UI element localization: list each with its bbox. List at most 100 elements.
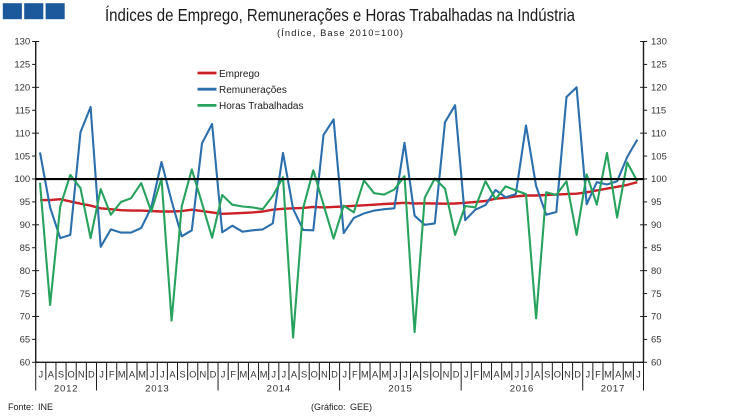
svg-text:80: 80 bbox=[651, 266, 662, 277]
svg-text:S: S bbox=[544, 370, 550, 380]
svg-text:115: 115 bbox=[15, 105, 30, 116]
svg-text:100: 100 bbox=[14, 174, 30, 185]
svg-text:J: J bbox=[403, 370, 408, 380]
svg-text:A: A bbox=[372, 370, 379, 380]
svg-text:J: J bbox=[636, 370, 641, 380]
svg-text:130: 130 bbox=[14, 37, 30, 48]
svg-text:2012: 2012 bbox=[54, 384, 78, 395]
svg-text:D: D bbox=[453, 370, 460, 380]
svg-text:M: M bbox=[361, 370, 369, 380]
svg-text:115: 115 bbox=[651, 105, 666, 116]
svg-text:M: M bbox=[118, 370, 126, 380]
svg-text:N: N bbox=[443, 370, 450, 380]
svg-text:S: S bbox=[179, 370, 185, 380]
svg-text:70: 70 bbox=[651, 312, 662, 323]
svg-text:75: 75 bbox=[20, 289, 31, 300]
svg-text:F: F bbox=[474, 370, 480, 380]
svg-text:2016: 2016 bbox=[510, 384, 534, 395]
svg-text:D: D bbox=[88, 370, 95, 380]
svg-text:A: A bbox=[534, 370, 541, 380]
svg-text:M: M bbox=[483, 370, 491, 380]
svg-text:2014: 2014 bbox=[267, 384, 291, 395]
svg-text:A: A bbox=[129, 370, 136, 380]
svg-text:M: M bbox=[381, 370, 389, 380]
svg-text:O: O bbox=[189, 370, 196, 380]
svg-text:J: J bbox=[99, 370, 104, 380]
svg-text:J: J bbox=[393, 370, 398, 380]
svg-text:2013: 2013 bbox=[145, 384, 169, 395]
svg-text:60: 60 bbox=[20, 358, 31, 369]
svg-text:O: O bbox=[68, 370, 75, 380]
svg-text:N: N bbox=[78, 370, 85, 380]
svg-text:N: N bbox=[321, 370, 328, 380]
svg-text:Remunerações: Remunerações bbox=[219, 85, 287, 96]
svg-text:110: 110 bbox=[15, 128, 30, 139]
svg-text:J: J bbox=[150, 370, 155, 380]
svg-text:M: M bbox=[604, 370, 612, 380]
svg-text:(Gráfico: GEE): (Gráfico: GEE) bbox=[311, 402, 372, 412]
svg-text:J: J bbox=[585, 370, 590, 380]
svg-text:M: M bbox=[138, 370, 146, 380]
svg-text:110: 110 bbox=[651, 128, 666, 139]
svg-text:F: F bbox=[109, 370, 115, 380]
svg-text:J: J bbox=[525, 370, 530, 380]
svg-text:2015: 2015 bbox=[388, 384, 412, 395]
svg-text:M: M bbox=[624, 370, 632, 380]
svg-text:A: A bbox=[250, 370, 257, 380]
svg-text:2017: 2017 bbox=[601, 384, 625, 395]
svg-text:J: J bbox=[38, 370, 43, 380]
svg-text:S: S bbox=[301, 370, 307, 380]
svg-text:Fonte: INE: Fonte: INE bbox=[8, 402, 53, 412]
svg-text:130: 130 bbox=[651, 37, 667, 48]
svg-text:D: D bbox=[574, 370, 581, 380]
svg-text:60: 60 bbox=[651, 358, 662, 369]
svg-text:105: 105 bbox=[14, 151, 30, 162]
svg-text:85: 85 bbox=[651, 243, 662, 254]
svg-text:M: M bbox=[503, 370, 511, 380]
svg-text:Horas Trabalhadas: Horas Trabalhadas bbox=[219, 101, 304, 112]
svg-text:M: M bbox=[239, 370, 247, 380]
svg-text:125: 125 bbox=[651, 60, 667, 71]
svg-text:A: A bbox=[412, 370, 419, 380]
svg-text:J: J bbox=[271, 370, 276, 380]
svg-text:A: A bbox=[494, 370, 501, 380]
svg-text:120: 120 bbox=[651, 83, 667, 94]
svg-text:Índices de Emprego, Remuneraçõ: Índices de Emprego, Remunerações e Horas… bbox=[105, 5, 575, 25]
svg-text:105: 105 bbox=[651, 151, 667, 162]
svg-text:90: 90 bbox=[651, 220, 662, 231]
svg-text:N: N bbox=[564, 370, 571, 380]
svg-text:D: D bbox=[210, 370, 217, 380]
svg-text:85: 85 bbox=[20, 243, 31, 254]
svg-text:J: J bbox=[515, 370, 520, 380]
svg-text:95: 95 bbox=[20, 197, 31, 208]
svg-text:N: N bbox=[199, 370, 206, 380]
svg-text:90: 90 bbox=[20, 220, 31, 231]
svg-text:F: F bbox=[230, 370, 236, 380]
svg-text:F: F bbox=[352, 370, 358, 380]
svg-text:O: O bbox=[432, 370, 439, 380]
svg-text:Emprego: Emprego bbox=[219, 69, 260, 80]
svg-text:A: A bbox=[291, 370, 298, 380]
svg-text:65: 65 bbox=[20, 335, 31, 346]
svg-text:S: S bbox=[423, 370, 429, 380]
svg-text:J: J bbox=[282, 370, 287, 380]
svg-text:O: O bbox=[554, 370, 561, 380]
svg-text:O: O bbox=[311, 370, 318, 380]
svg-text:F: F bbox=[595, 370, 601, 380]
svg-text:A: A bbox=[48, 370, 55, 380]
svg-text:A: A bbox=[169, 370, 176, 380]
svg-text:A: A bbox=[615, 370, 622, 380]
svg-text:J: J bbox=[160, 370, 165, 380]
svg-text:J: J bbox=[342, 370, 347, 380]
svg-text:125: 125 bbox=[14, 60, 30, 71]
svg-text:95: 95 bbox=[651, 197, 662, 208]
svg-text:D: D bbox=[331, 370, 338, 380]
svg-text:J: J bbox=[464, 370, 469, 380]
svg-text:80: 80 bbox=[20, 266, 31, 277]
svg-text:M: M bbox=[260, 370, 268, 380]
svg-text:75: 75 bbox=[651, 289, 662, 300]
svg-text:65: 65 bbox=[651, 335, 662, 346]
svg-text:100: 100 bbox=[651, 174, 667, 185]
svg-text:J: J bbox=[221, 370, 226, 380]
svg-text:70: 70 bbox=[20, 312, 31, 323]
